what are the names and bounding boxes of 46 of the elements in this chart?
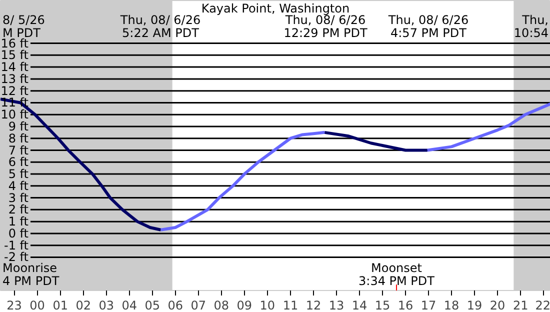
x-tick-label: 10 <box>260 298 276 312</box>
x-tick-label: 09 <box>236 298 252 312</box>
x-tick-label: 18 <box>444 298 460 312</box>
y-tick-label: 4 ft <box>8 178 29 193</box>
y-tick-label: 3 ft <box>8 190 29 205</box>
y-tick-label: 16 ft <box>0 36 29 50</box>
y-tick-label: 12 ft <box>0 84 29 98</box>
annotation: Moonset 3:34 PM PDT <box>358 260 436 288</box>
y-tick-label: 7 ft <box>8 143 29 158</box>
x-tick-label: 19 <box>466 298 482 312</box>
x-tick-label: 07 <box>190 298 206 312</box>
x-tick-label: 02 <box>76 298 91 312</box>
y-tick-label: 1 ft <box>8 214 29 229</box>
x-tick-label: 12 <box>306 298 322 312</box>
y-tick-label: 2 ft <box>8 202 29 217</box>
y-tick-label: 6 ft <box>8 155 29 170</box>
x-tick-label: 06 <box>168 298 184 312</box>
x-tick-label: 17 <box>420 298 436 312</box>
x-tick-label: 00 <box>30 298 45 312</box>
x-tick-label: 03 <box>98 298 114 312</box>
x-tick-label: 20 <box>490 298 506 312</box>
annotation: Thu, 08/ 6/26 4:57 PM PDT <box>387 12 469 40</box>
y-tick-label: 10 ft <box>0 108 29 122</box>
x-tick-label: 05 <box>144 298 160 312</box>
x-tick-label: 08 <box>214 298 230 312</box>
y-tick-label: 14 ft <box>0 60 29 74</box>
x-tick-label: 13 <box>328 298 344 312</box>
x-tick-label: 04 <box>122 298 138 312</box>
x-tick-label: 22 <box>535 298 550 312</box>
y-tick-label: 15 ft <box>0 48 29 62</box>
x-tick-label: 16 <box>398 298 414 312</box>
x-tick-label: 15 <box>374 298 390 312</box>
x-tick-label: 01 <box>52 298 68 312</box>
y-tick-label: 8 ft <box>8 131 29 146</box>
y-tick-label: -1 ft <box>4 238 29 252</box>
annotation: Thu, 10:54 <box>514 12 549 40</box>
y-tick-label: 5 ft <box>8 167 29 182</box>
y-tick-label: 13 ft <box>0 72 29 86</box>
chart-title: Kayak Point, Washington <box>201 2 350 16</box>
x-tick-label: 23 <box>6 298 22 312</box>
x-tick-label: 11 <box>282 298 298 312</box>
y-tick-label: 9 ft <box>8 119 29 134</box>
x-tick-label: 21 <box>512 298 528 312</box>
y-tick-label: 0 ft <box>8 226 29 240</box>
annotation: Thu, 08/ 6/26 5:22 AM PDT <box>119 12 201 40</box>
x-tick-label: 14 <box>352 298 368 312</box>
